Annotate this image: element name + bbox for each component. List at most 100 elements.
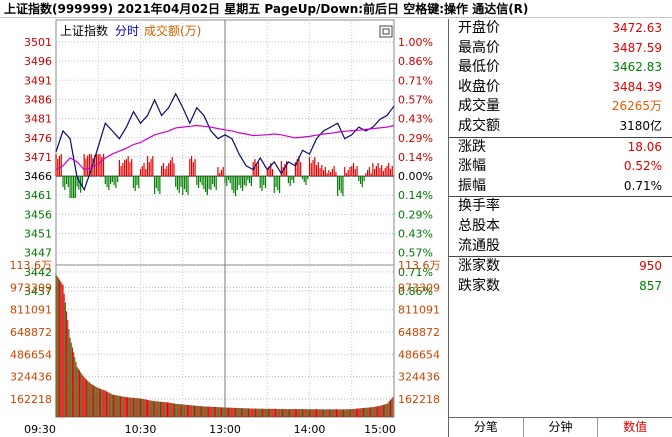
price-tick-left: 3461 (24, 189, 52, 202)
price-tick-left: 3496 (24, 55, 52, 68)
quote-label: 涨幅 (458, 158, 486, 175)
quote-label: 成交额 (458, 117, 500, 134)
quote-value: 18.06 (627, 139, 662, 154)
volume-tick-right: 324436 (398, 371, 440, 384)
quote-row: 最低价 3462.83 (449, 58, 672, 78)
time-tick: 13:00 (209, 423, 241, 436)
price-line (55, 92, 395, 192)
quote-row: 最高价 3487.59 (449, 39, 672, 59)
quote-value: 3180亿 (619, 118, 662, 133)
change-section: 涨跌 18.06 涨幅 0.52% 振幅 0.71% (449, 136, 672, 197)
quote-row: 开盘价 3472.63 (449, 19, 672, 39)
time-tick: 14:00 (294, 423, 326, 436)
quote-label: 开盘价 (458, 20, 500, 36)
volume-tick-left: 113.6万 (10, 259, 53, 272)
price-tick-left: 3447 (24, 247, 52, 260)
price-tick-left: 3486 (24, 93, 52, 106)
intraday-chart[interactable]: 3501 1.00% 3496 0.86% 3491 0.71% 3486 0.57% 3481… (0, 18, 448, 437)
price-tick-left: 3501 (24, 36, 52, 49)
price-tick-left: 3481 (24, 113, 52, 126)
volume-bars (55, 274, 394, 417)
quote-row: 成交量 26265万 (449, 97, 672, 117)
volume-tick-left: 811091 (10, 304, 52, 317)
average-line (55, 124, 395, 171)
quote-panel: 开盘价 3472.63 最高价 3487.59 最低价 3462.83 收盘价 3484.39… (448, 19, 672, 437)
volume-tick-right: 113.6万 (398, 259, 441, 272)
price-tick-left: 3476 (24, 132, 52, 145)
time-tick: 15:00 (364, 423, 396, 436)
quote-row: 涨跌 18.06 (449, 138, 672, 158)
legend-mode[interactable]: 分时 (115, 24, 139, 38)
pct-tick-right: 0.57% (398, 247, 433, 260)
quote-value: 26265万 (611, 99, 662, 114)
volume-tick-left: 648872 (10, 326, 52, 339)
price-section: 开盘价 3472.63 最高价 3487.59 最低价 3462.83 收盘价 3484.39… (449, 19, 672, 137)
pct-tick-right: 0.43% (398, 228, 433, 241)
tab-ticks[interactable]: 分笔 (449, 418, 524, 437)
price-tick-left: 3491 (24, 74, 52, 87)
grid (56, 20, 394, 417)
quote-row: 振幅 0.71% (449, 177, 672, 197)
volume-tick-left: 486654 (10, 348, 52, 361)
price-tick-left: 3456 (24, 208, 52, 221)
time-tick: 09:30 (24, 423, 56, 436)
quote-label: 涨家数 (458, 258, 500, 275)
quote-row: 跌家数 857 (449, 277, 672, 297)
quote-value: 3487.59 (612, 40, 662, 55)
quote-value: 950 (639, 259, 662, 274)
quote-label: 流通股 (458, 237, 500, 254)
quote-value: 3484.39 (612, 79, 662, 94)
axis-ticks: 3501 1.00% 3496 0.86% 3491 0.71% 3486 0.57% 3481… (10, 36, 441, 436)
pct-tick-right: 0.29% (398, 132, 433, 145)
quote-label: 换手率 (458, 198, 500, 215)
pct-tick-right: 0.43% (398, 113, 433, 126)
price-tick-left: 3442 (24, 266, 52, 279)
quote-label: 最低价 (458, 59, 500, 76)
volume-tick-right: 162218 (398, 393, 440, 406)
quote-label: 振幅 (458, 177, 486, 194)
quote-label: 涨跌 (458, 138, 486, 155)
time-tick: 10:30 (125, 423, 157, 436)
quote-label: 收盘价 (458, 78, 500, 95)
pct-tick-right: 0.71% (398, 74, 433, 87)
price-tick-left: 3466 (24, 170, 52, 183)
quote-value: 3472.63 (612, 21, 662, 35)
pct-tick-right: 0.00% (398, 170, 433, 183)
price-tick-left: 3437 (24, 285, 52, 298)
legend-volume-label[interactable]: 成交额(万) (144, 23, 201, 38)
pct-tick-right: 0.86% (398, 285, 433, 298)
breadth-section: 涨家数 950 跌家数 857 (449, 256, 672, 296)
quote-value: 857 (639, 278, 662, 293)
volume-tick-right: 973309 (398, 281, 440, 294)
pct-tick-right: 0.14% (398, 189, 433, 202)
pct-tick-right: 0.14% (398, 151, 433, 164)
price-change-bars (55, 154, 393, 199)
quote-label: 总股本 (458, 217, 500, 234)
price-tick-left: 3451 (24, 228, 52, 241)
quote-row: 换手率 (449, 197, 672, 217)
quote-label: 成交量 (458, 98, 500, 115)
settings-icon[interactable] (379, 25, 393, 38)
volume-tick-right: 486654 (398, 348, 440, 361)
pct-tick-right: 0.86% (398, 55, 433, 68)
panel-tabs: 分笔 分钟 数值 (449, 417, 672, 437)
share-section: 换手率 总股本 流通股 (449, 196, 672, 256)
price-lines (55, 92, 395, 192)
quote-row: 成交额 3180亿 (449, 117, 672, 137)
quote-row: 涨家数 950 (449, 257, 672, 277)
pct-tick-right: 0.71% (398, 266, 433, 279)
tab-minutes[interactable]: 分钟 (524, 418, 599, 437)
quote-row: 涨幅 0.52% (449, 157, 672, 177)
pct-tick-right: 1.00% (398, 36, 433, 49)
quote-label: 最高价 (458, 39, 500, 56)
volume-tick-left: 324436 (10, 371, 52, 384)
pct-tick-right: 0.29% (398, 208, 433, 221)
volume-tick-right: 811091 (398, 304, 440, 317)
volume-tick-left: 973309 (10, 281, 52, 294)
tab-values[interactable]: 数值 (623, 420, 648, 434)
quote-row: 收盘价 3484.39 (449, 78, 672, 98)
volume-tick-right: 648872 (398, 326, 440, 339)
quote-row: 总股本 (449, 217, 672, 237)
volume-tick-left: 162218 (10, 393, 52, 406)
pct-tick-right: 0.57% (398, 93, 433, 106)
